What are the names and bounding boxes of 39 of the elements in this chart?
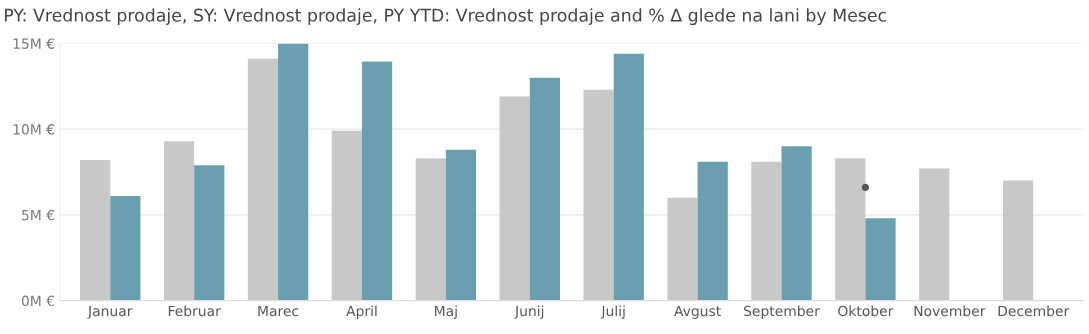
bar — [667, 197, 698, 301]
x-tick-label: April — [346, 305, 377, 319]
bar — [247, 58, 279, 301]
bar — [835, 158, 866, 301]
bar — [583, 89, 614, 301]
bar — [110, 196, 141, 301]
bar — [278, 43, 309, 301]
x-tick-label: Januar — [87, 305, 133, 319]
bar — [751, 161, 782, 301]
y-tick-label: 15M € — [13, 38, 55, 49]
bar — [865, 218, 896, 301]
bar — [529, 77, 560, 301]
x-tick-label: November — [914, 305, 986, 317]
bar — [499, 96, 530, 301]
bar — [80, 160, 111, 301]
bar — [331, 130, 362, 301]
bar — [361, 61, 393, 301]
bar — [163, 141, 195, 301]
bar — [613, 53, 644, 301]
bar — [415, 158, 446, 301]
bar — [781, 146, 812, 301]
x-tick-label: September — [744, 305, 820, 319]
x-tick-label: Avgust — [674, 305, 721, 319]
x-tick-label: Februar — [168, 305, 221, 317]
x-tick-label: Oktober — [838, 305, 894, 317]
x-tick-label: Junij — [514, 305, 544, 319]
chart-title: PY: Vrednost prodaje, SY: Vrednost prodaje, PY YTD: Vrednost prodaje and % Δ glede na lani by Mesec — [4, 8, 887, 26]
bar — [697, 161, 728, 301]
bar — [194, 165, 225, 301]
x-tick-label: Maj — [435, 305, 457, 319]
x-tick-label: December — [998, 305, 1070, 317]
bar — [445, 149, 477, 301]
y-tick-label: 0M € — [21, 295, 55, 307]
y-tick-label: 10M € — [13, 124, 55, 135]
x-tick-label: Marec — [258, 305, 299, 317]
bar — [1003, 180, 1034, 301]
y-tick-label: 5M € — [22, 209, 55, 221]
bar — [919, 168, 950, 301]
x-tick-label: Julij — [600, 305, 625, 319]
